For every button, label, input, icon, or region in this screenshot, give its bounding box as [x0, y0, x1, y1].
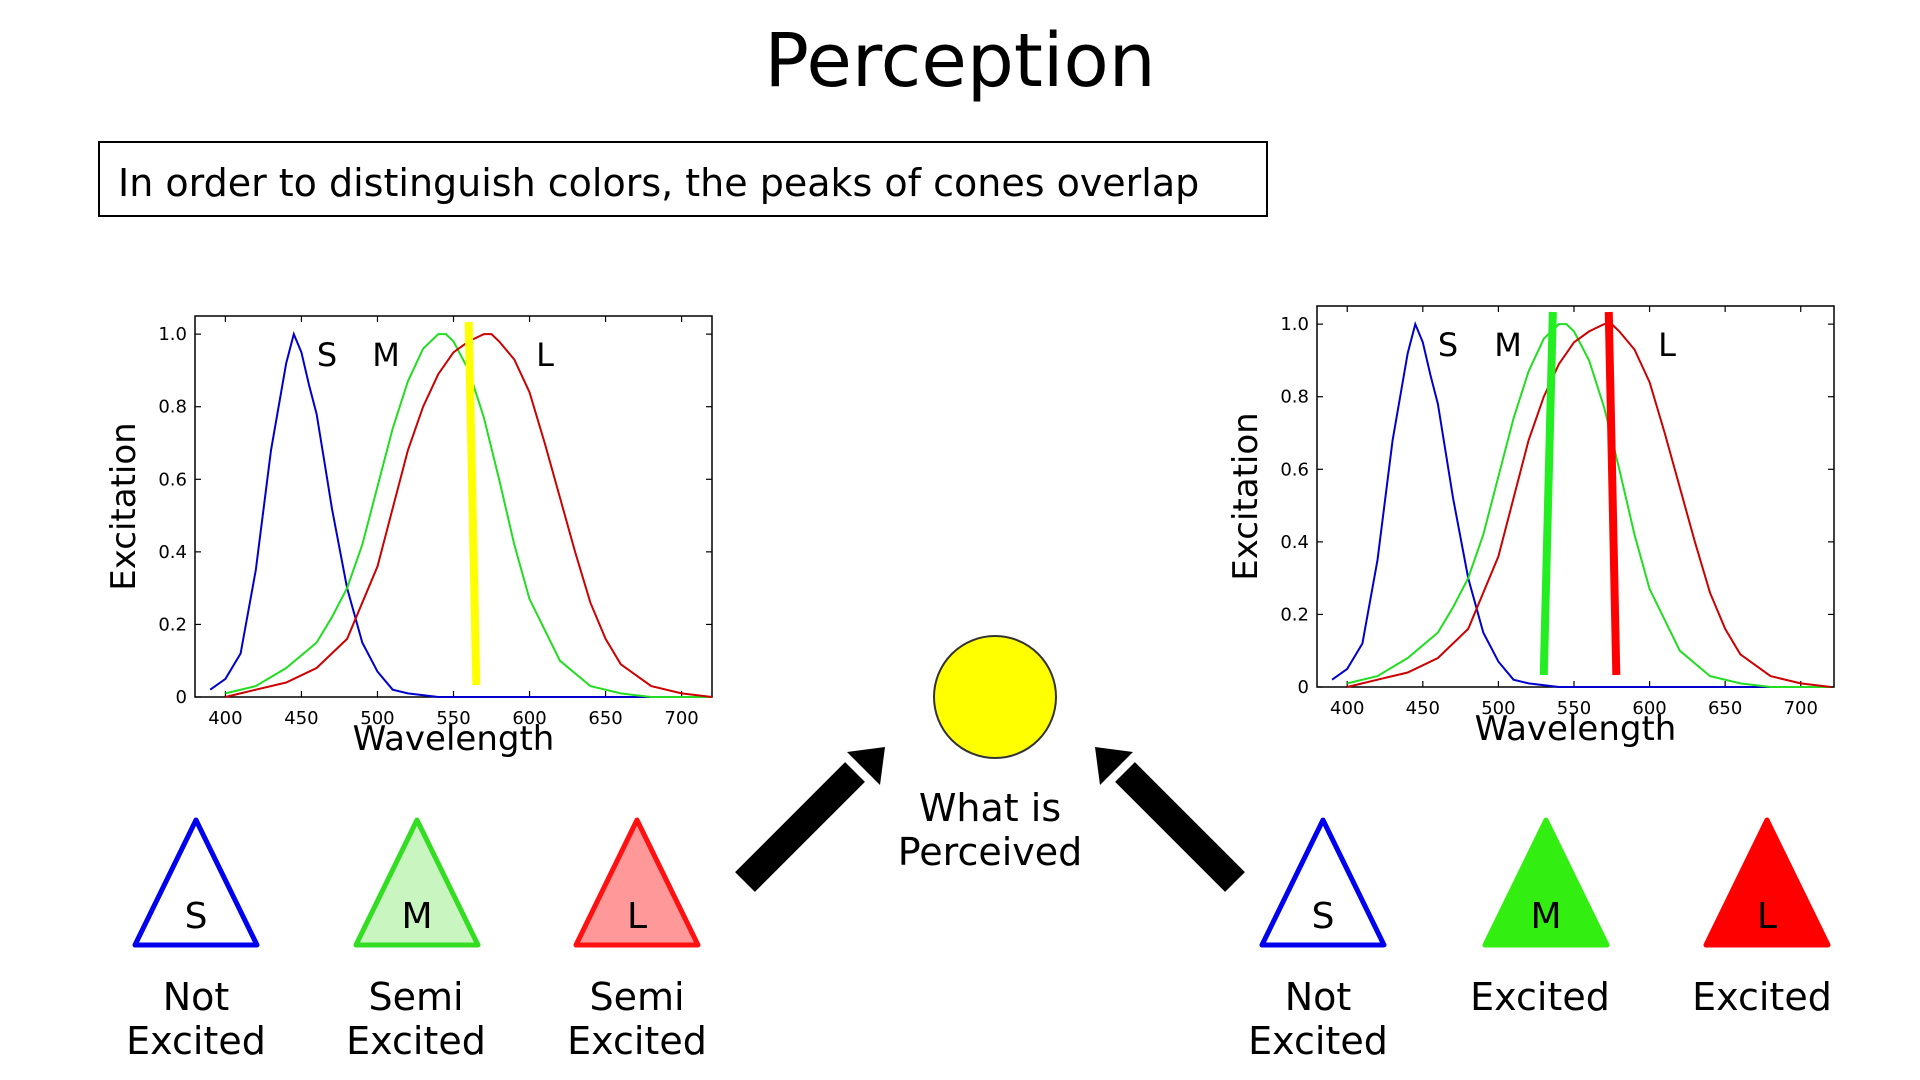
- plot-frame: [194, 315, 713, 698]
- cone-triangle-s: [1259, 817, 1387, 948]
- state-line1: Semi: [368, 975, 464, 1019]
- y-tick-label: 1.0: [1280, 314, 1309, 335]
- series-line-l: [1346, 323, 1832, 688]
- cone-triangle-l: [573, 817, 701, 948]
- state-line1: Semi: [589, 975, 685, 1019]
- y-axis-label: Excitation: [104, 422, 144, 590]
- state-line2: Excited: [1248, 1019, 1388, 1063]
- cone-triangle-m: [1482, 817, 1610, 948]
- left-chart: 400 450 500 550 600 650 700 0 0.2 0.4 0.6 0.8 1.0 Wav…: [104, 315, 713, 759]
- cone-state-left-l: Semi Excited: [527, 975, 747, 1063]
- x-tick-label: 600: [1632, 698, 1666, 719]
- series-label-l: L: [1658, 326, 1676, 364]
- y-tick-label: 0.8: [1280, 387, 1309, 408]
- series-line-s: [209, 330, 712, 698]
- series-label-l: L: [536, 336, 554, 374]
- cone-letter-l: L: [1757, 896, 1777, 937]
- series-line-m: [225, 333, 712, 698]
- cone-state-right-m: Excited: [1430, 975, 1650, 1019]
- x-tick-label: 650: [588, 708, 622, 729]
- state-line1: Not: [1284, 975, 1352, 1019]
- cone-letter-m: M: [1530, 896, 1561, 937]
- x-tick-label: 450: [284, 708, 318, 729]
- right-arrow-icon: [1095, 747, 1245, 892]
- cone-triangle-m: [353, 817, 481, 948]
- plot-frame: [1316, 305, 1835, 688]
- series-label-m: M: [1494, 326, 1522, 364]
- cone-triangle-l: [1703, 817, 1831, 948]
- cone-state-left-m: Semi Excited: [306, 975, 526, 1063]
- x-tick-label: 700: [1784, 698, 1818, 719]
- cone-letter-m: M: [401, 896, 432, 937]
- state-line1: Not: [162, 975, 230, 1019]
- x-tick-label: 650: [1708, 698, 1742, 719]
- y-tick-label: 0.6: [158, 469, 187, 490]
- y-tick-label: 0.6: [1280, 459, 1309, 480]
- cone-letter-l: L: [627, 896, 647, 937]
- perceived-label: What is Perceived: [890, 786, 1090, 874]
- y-tick-label: 0.2: [158, 614, 187, 635]
- left-arrow-icon: [735, 747, 885, 892]
- series-line-l: [225, 333, 713, 698]
- x-tick-label: 600: [512, 708, 546, 729]
- cone-state-left-s: Not Excited: [86, 975, 306, 1063]
- series-line-m: [1346, 323, 1831, 688]
- perceived-label-line2: Perceived: [897, 830, 1083, 874]
- x-tick-label: 400: [1330, 698, 1364, 719]
- x-tick-label: 400: [208, 708, 242, 729]
- x-tick-label: 550: [436, 708, 470, 729]
- stimulus-wavelength-line: [1604, 311, 1621, 676]
- state-line2: Excited: [126, 1019, 266, 1063]
- x-tick-label: 450: [1406, 698, 1440, 719]
- perceived-color-circle: [933, 635, 1057, 759]
- y-tick-label: 0.4: [158, 542, 187, 563]
- cone-state-right-s: Not Excited: [1208, 975, 1428, 1063]
- state-line2: Excited: [1470, 975, 1610, 1019]
- y-tick-label: 1.0: [158, 324, 187, 345]
- y-tick-label: 0: [1298, 677, 1309, 698]
- y-axis-label: Excitation: [1226, 412, 1266, 580]
- perceived-label-line1: What is: [918, 786, 1062, 830]
- state-line2: Excited: [567, 1019, 707, 1063]
- y-tick-label: 0.4: [1280, 532, 1309, 553]
- subtitle-text: In order to distinguish colors, the peak…: [118, 161, 1200, 205]
- x-tick-label: 550: [1557, 698, 1591, 719]
- stimulus-wavelength-line: [464, 321, 481, 686]
- subtitle-box: In order to distinguish colors, the peak…: [98, 141, 1268, 217]
- x-axis-label: Wavelength: [1475, 709, 1677, 749]
- cone-state-right-l: Excited: [1652, 975, 1872, 1019]
- stimulus-wavelength-line: [1539, 311, 1557, 676]
- series-label-s: S: [317, 336, 337, 374]
- x-tick-label: 700: [664, 708, 698, 729]
- y-tick-label: 0.8: [158, 397, 187, 418]
- series-line-s: [1331, 320, 1831, 688]
- state-line2: Excited: [346, 1019, 486, 1063]
- series-label-s: S: [1438, 326, 1458, 364]
- cone-triangle-s: [132, 817, 260, 948]
- right-chart: 400 450 500 550 600 650 700 0 0.2 0.4 0.6 0.8 1.0 Wav…: [1226, 305, 1835, 749]
- y-tick-label: 0.2: [1280, 604, 1309, 625]
- state-line2: Excited: [1692, 975, 1832, 1019]
- x-tick-label: 500: [360, 708, 394, 729]
- series-label-m: M: [372, 336, 400, 374]
- cone-letter-s: S: [185, 896, 208, 937]
- slide-title: Perception: [764, 18, 1156, 104]
- x-tick-label: 500: [1481, 698, 1515, 719]
- x-axis-label: Wavelength: [353, 719, 555, 759]
- y-tick-label: 0: [176, 687, 187, 708]
- cone-letter-s: S: [1312, 896, 1335, 937]
